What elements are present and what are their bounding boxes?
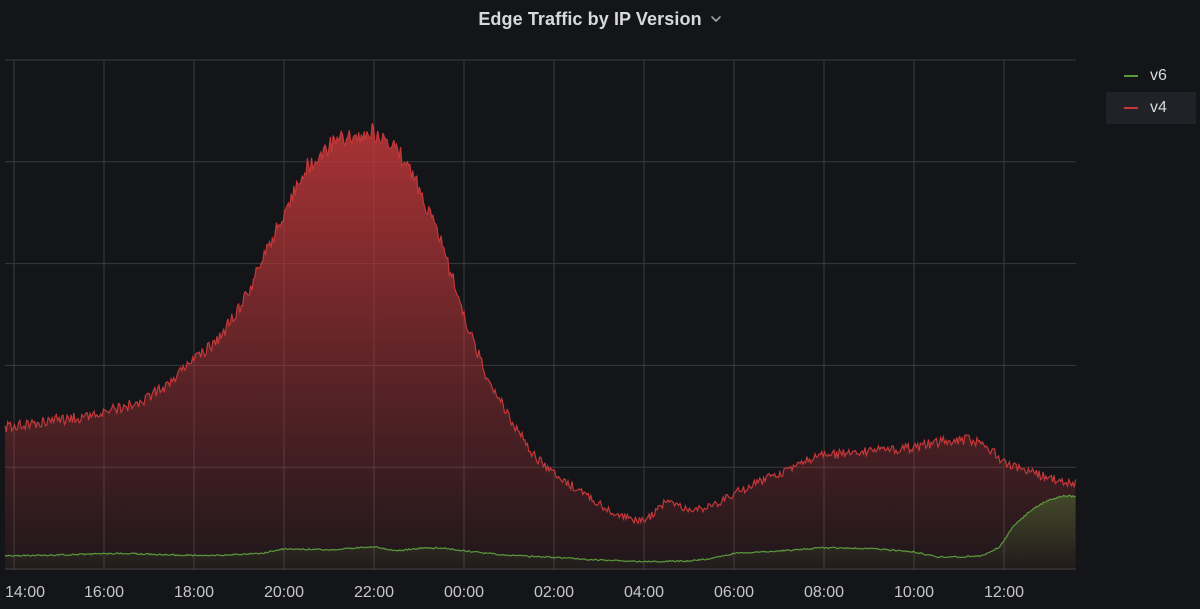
legend-label-v4: v4 [1150, 99, 1167, 116]
x-tick-label: 06:00 [714, 584, 754, 601]
x-tick-label: 08:00 [804, 584, 844, 601]
legend-item-v4[interactable]: v4 [1106, 92, 1196, 124]
panel-header[interactable]: Edge Traffic by IP Version [0, 0, 1200, 38]
series-line-v6[interactable] [4, 494, 1076, 563]
x-tick-label: 12:00 [984, 584, 1024, 601]
series-layer [4, 123, 1077, 571]
x-tick-label: 10:00 [894, 584, 934, 601]
panel-title[interactable]: Edge Traffic by IP Version [478, 8, 702, 29]
x-tick-label: 00:00 [444, 584, 484, 601]
x-axis-ticks: 14:00 16:00 18:00 20:00 22:00 00:00 02:00 04:00… [5, 584, 1024, 601]
x-tick-label: 18:00 [174, 584, 214, 601]
legend-swatch-v4 [1124, 107, 1138, 109]
legend: v6 v4 [1106, 60, 1196, 124]
chevron-down-icon[interactable] [710, 13, 722, 25]
x-tick-label: 04:00 [624, 584, 664, 601]
x-tick-label: 16:00 [84, 584, 124, 601]
legend-item-v6[interactable]: v6 [1106, 60, 1196, 92]
x-tick-label: 20:00 [264, 584, 304, 601]
legend-label-v6: v6 [1150, 67, 1167, 84]
series-area-v4 [5, 123, 1076, 571]
series-line-v4[interactable] [4, 123, 1077, 525]
x-tick-label: 22:00 [354, 584, 394, 601]
x-tick-label: 02:00 [534, 584, 574, 601]
legend-swatch-v6 [1124, 75, 1138, 77]
x-tick-label: 14:00 [5, 584, 45, 601]
